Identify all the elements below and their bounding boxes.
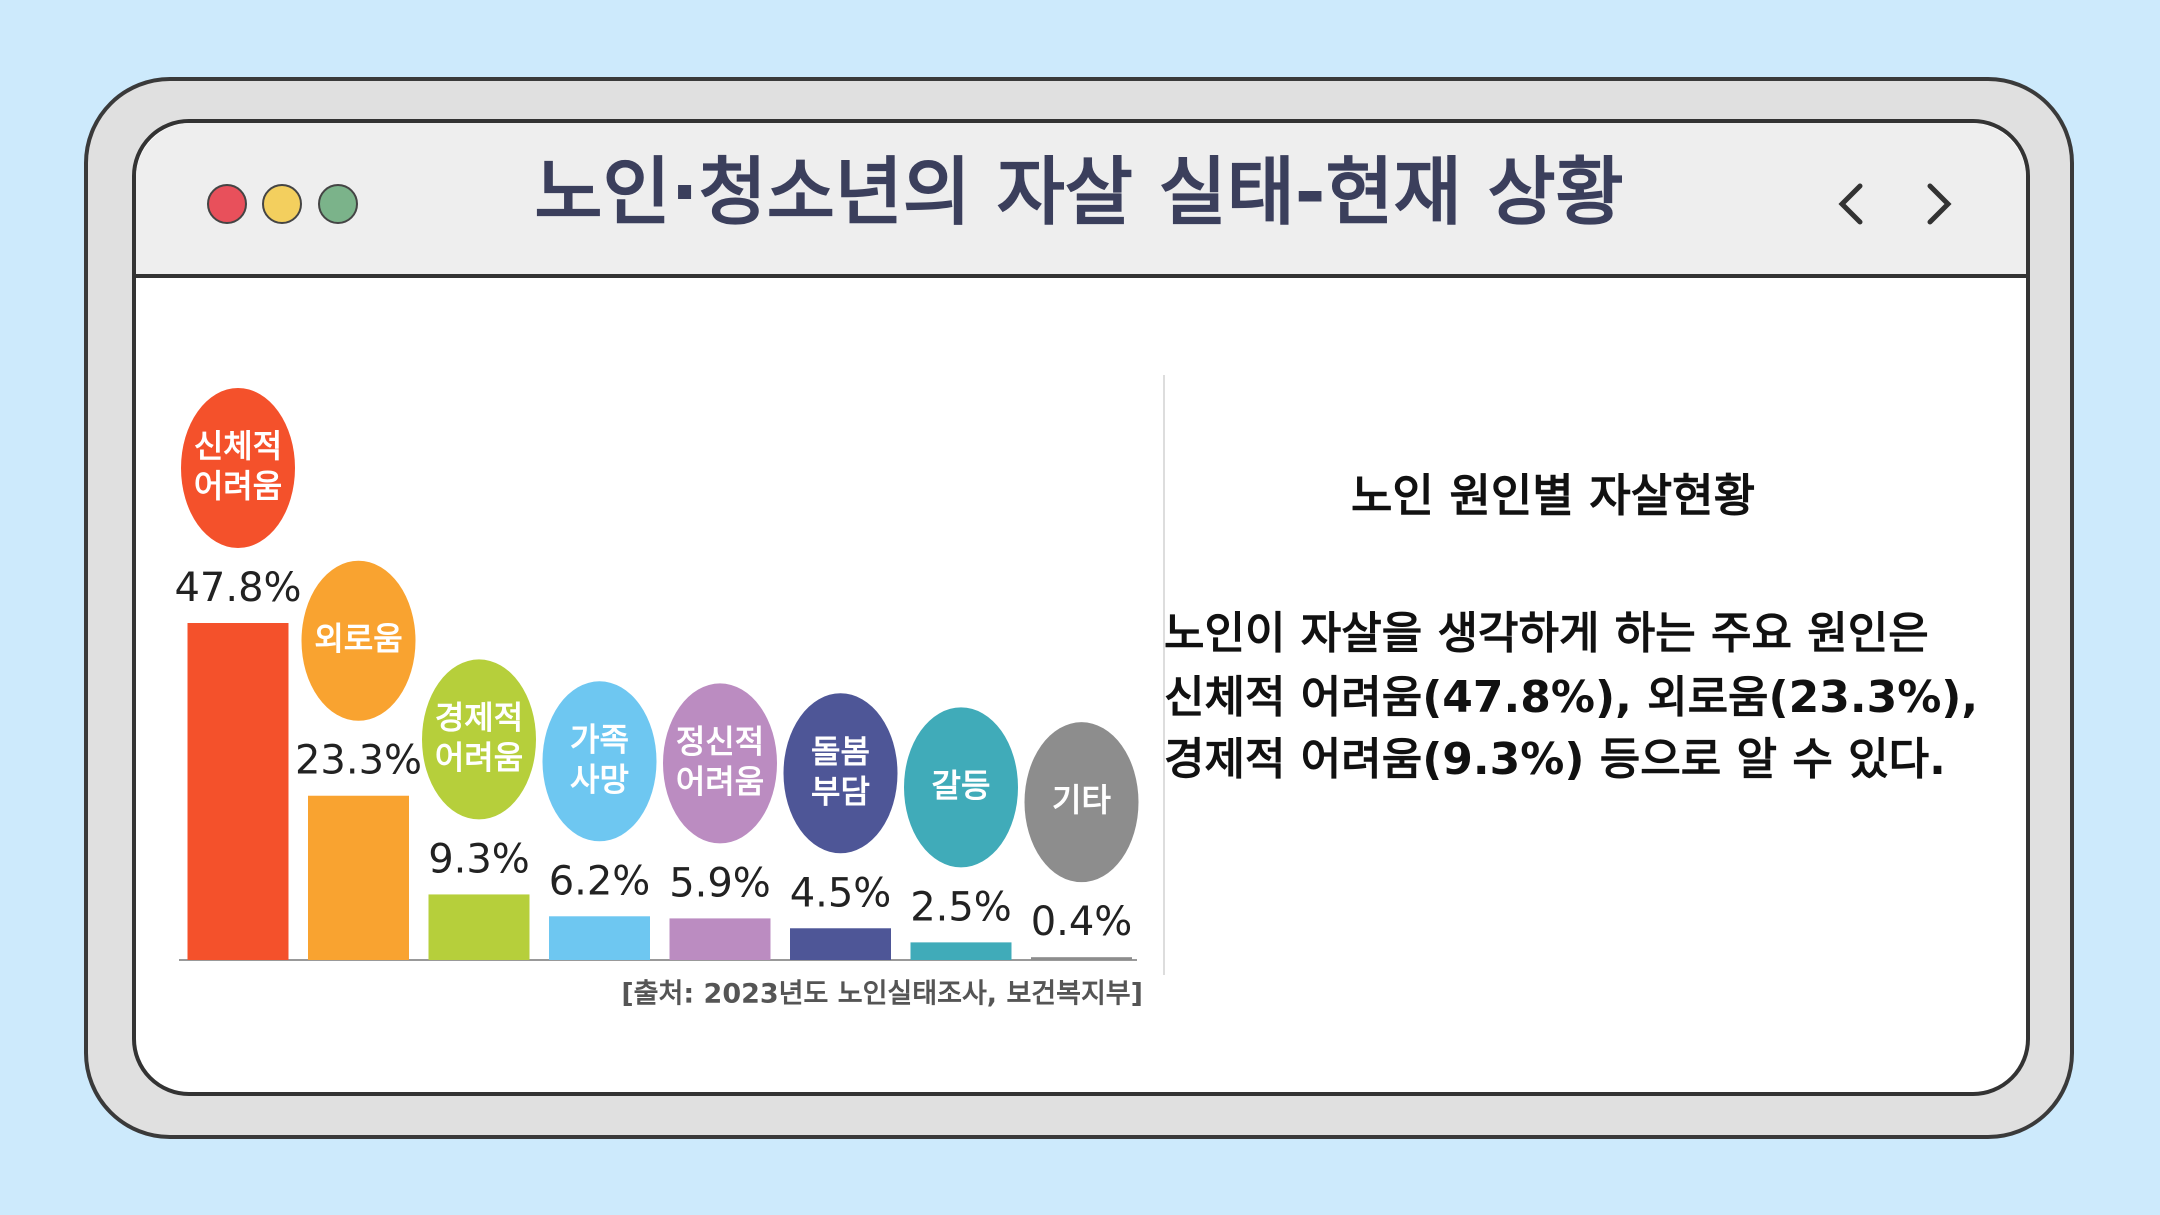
- category-label: 돌봄 부담: [811, 732, 870, 810]
- category-line: 신체적: [194, 427, 282, 465]
- value-label: 6.2%: [549, 858, 651, 904]
- category-line: 어려움: [676, 762, 764, 800]
- category-label: 신체적 어려움: [194, 427, 282, 505]
- category-bubble: [1024, 722, 1139, 883]
- bar: [910, 942, 1012, 960]
- title: 노인·청소년의 자살 실태-현재 상황: [534, 150, 1623, 236]
- bar: [308, 795, 409, 960]
- category-bubble: [542, 681, 657, 842]
- bar: [790, 928, 891, 960]
- bar: [1031, 957, 1132, 960]
- window-dot: [207, 184, 247, 224]
- category-bubble: [904, 707, 1018, 868]
- window-dot: [318, 184, 358, 224]
- bar: [187, 623, 289, 960]
- bar: [428, 894, 530, 960]
- value-label: 23.3%: [295, 738, 422, 784]
- category-label: 정신적 어려움: [676, 722, 764, 800]
- panel-line: 경제적 어려움(9.3%) 등으로 알 수 있다.: [1164, 734, 1946, 785]
- category-label: 가족 사망: [570, 720, 629, 798]
- prev-arrow[interactable]: [1838, 183, 1863, 225]
- category-line: 부담: [811, 772, 870, 810]
- value-label: 5.9%: [669, 860, 771, 906]
- category-line: 가족: [570, 720, 629, 758]
- window: [132, 119, 2030, 1096]
- category-line: 어려움: [435, 738, 523, 776]
- category-line: 어려움: [194, 467, 282, 505]
- category-bubble: [301, 560, 416, 721]
- category-line: 경제적: [435, 698, 523, 736]
- category-line: 돌봄: [811, 732, 870, 770]
- window-dot: [262, 184, 302, 224]
- panel-heading: 노인 원인별 자살현황: [1351, 469, 1755, 522]
- bar: [549, 916, 650, 960]
- category-line: 정신적: [676, 722, 764, 760]
- value-label: 2.5%: [910, 884, 1012, 930]
- category-bubble: [663, 683, 777, 844]
- source: [출처: 2023년도 노인실태조사, 보건복지부]: [621, 979, 1143, 1010]
- value-label: 0.4%: [1031, 899, 1133, 945]
- bar: [669, 918, 771, 960]
- category-label: 경제적 어려움: [435, 698, 523, 776]
- category-label: 외로움: [314, 620, 402, 658]
- next-arrow[interactable]: [1927, 183, 1952, 225]
- category-label: 갈등: [932, 766, 991, 804]
- category-bubble: [181, 388, 295, 549]
- value-label: 47.8%: [174, 565, 301, 611]
- category-label: 기타: [1052, 781, 1111, 819]
- value-label: 9.3%: [428, 836, 530, 882]
- panel-line: 노인이 자살을 생각하게 하는 주요 원인은: [1164, 608, 1929, 659]
- category-bubble: [783, 693, 898, 854]
- category-line: 사망: [570, 760, 629, 798]
- title-bar: [136, 122, 2026, 277]
- panel-line: 신체적 어려움(47.8%), 외로움(23.3%),: [1164, 672, 1978, 723]
- category-bubble: [422, 659, 536, 820]
- value-label: 4.5%: [790, 870, 892, 916]
